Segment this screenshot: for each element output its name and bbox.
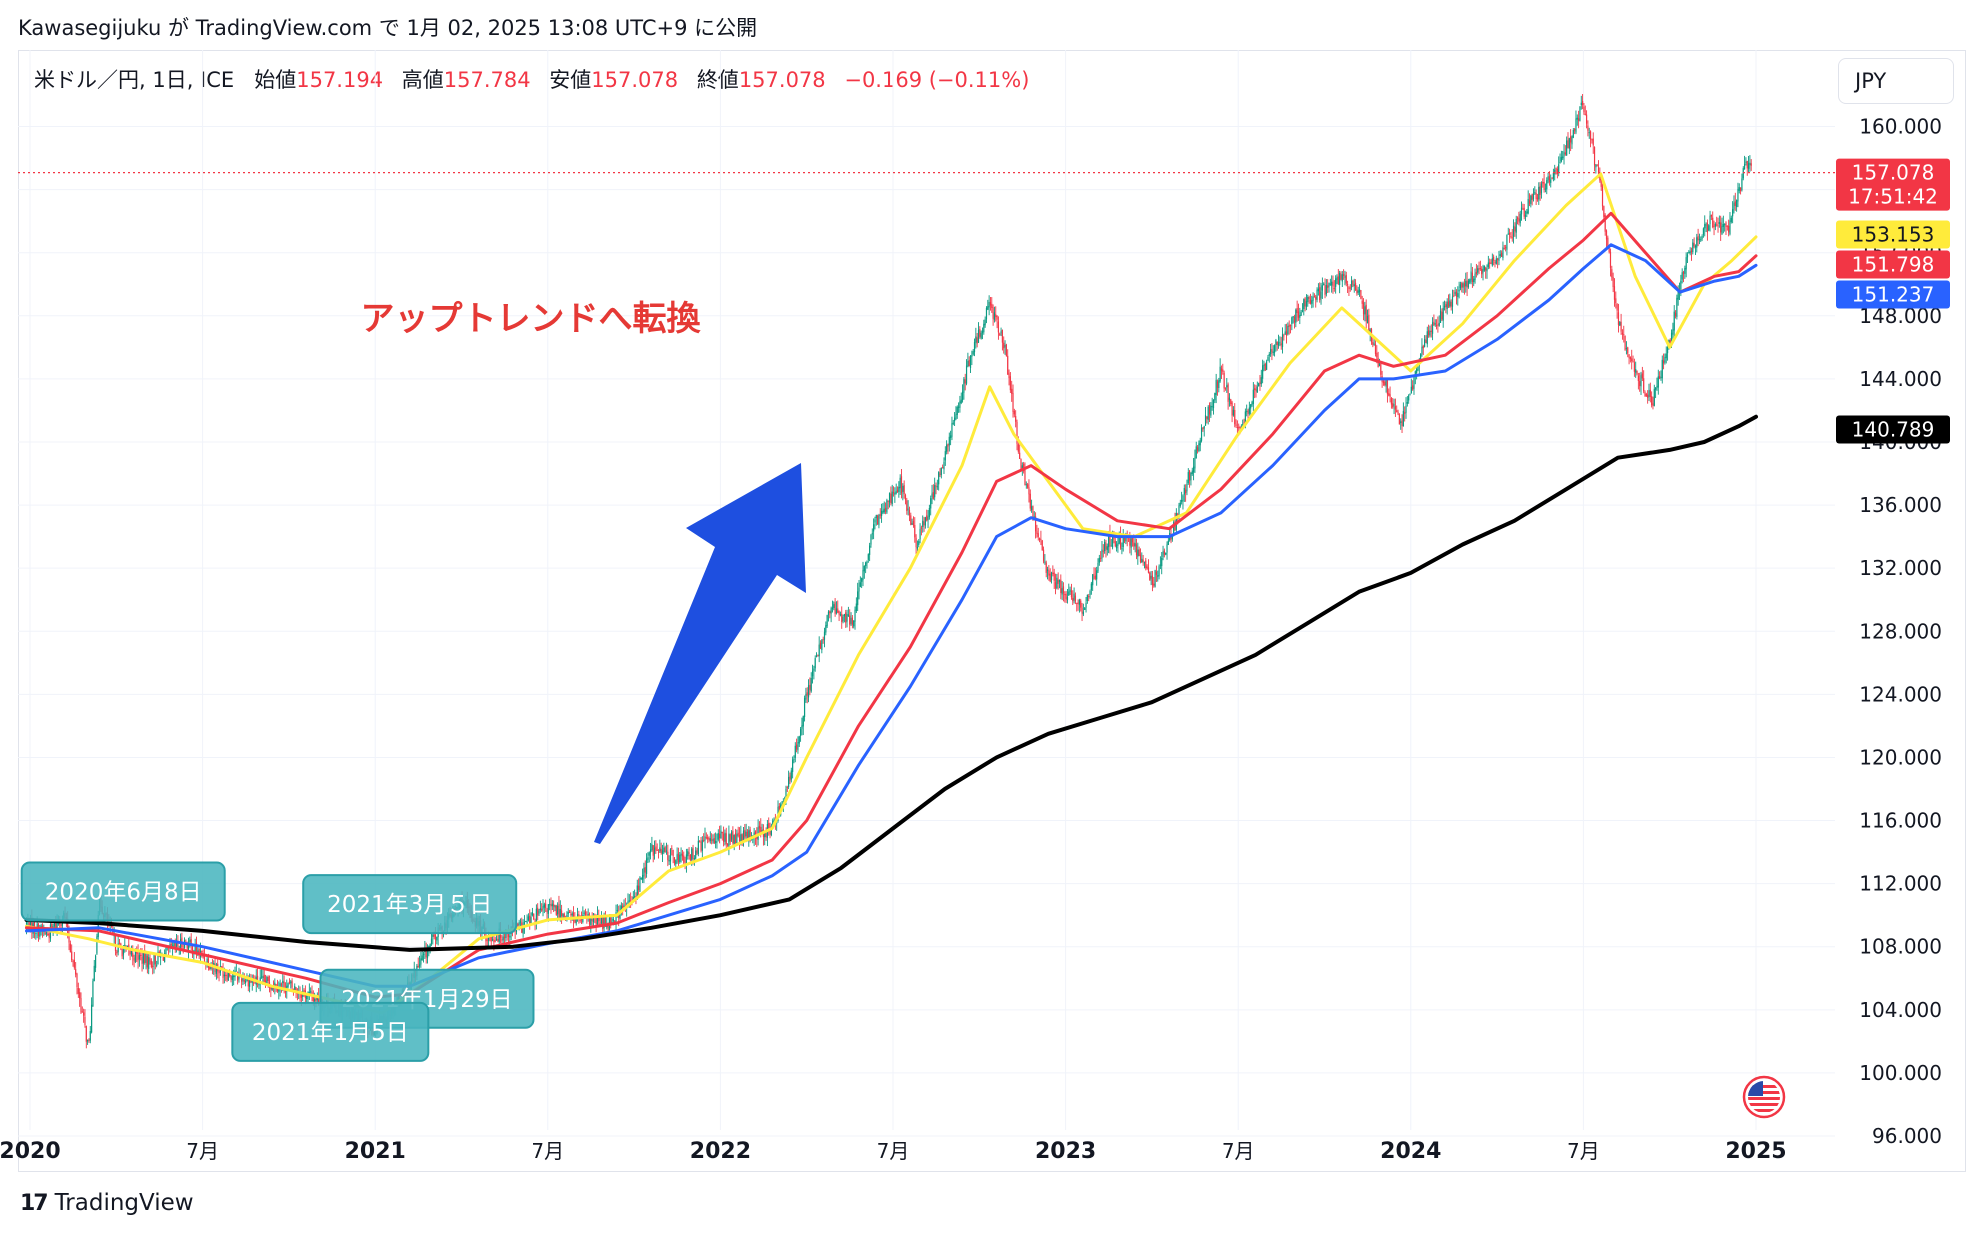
symbol-name[interactable]: 米ドル／円, 1日, ICE [34, 68, 235, 92]
footer: 17 TradingView [20, 1190, 194, 1216]
symbol-legend: 米ドル／円, 1日, ICE 始値157.194 高値157.784 安値157… [34, 64, 1029, 94]
open-label: 始値 [254, 68, 297, 92]
close-value: 157.078 [738, 68, 826, 92]
high-value: 157.784 [443, 68, 531, 92]
tradingview-brand[interactable]: TradingView [54, 1190, 194, 1216]
high-label: 高値 [401, 68, 444, 92]
tradingview-logo[interactable]: 17 [20, 1190, 49, 1216]
chart-frame [18, 50, 1966, 1172]
low-value: 157.078 [591, 68, 679, 92]
publish-info: Kawasegijuku が TradingView.com で 1月 02, … [18, 16, 758, 40]
change-value: −0.169 (−0.11%) [844, 68, 1030, 92]
low-label: 安値 [549, 68, 592, 92]
close-label: 終値 [696, 68, 739, 92]
open-value: 157.194 [296, 68, 384, 92]
currency-button[interactable]: JPY [1838, 58, 1954, 104]
